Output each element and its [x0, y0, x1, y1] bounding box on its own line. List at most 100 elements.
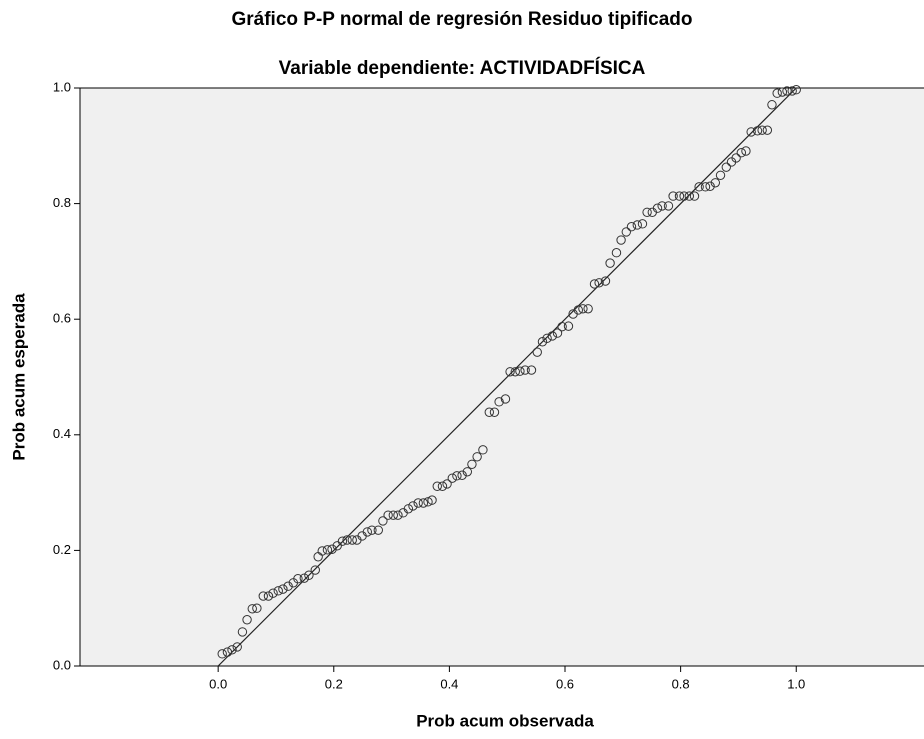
data-point — [242, 615, 252, 625]
data-point — [413, 498, 423, 508]
data-point — [772, 88, 782, 98]
data-point — [510, 367, 520, 377]
data-point — [505, 367, 515, 377]
data-point — [367, 525, 377, 535]
y-tick-label: 0.2 — [53, 542, 71, 557]
data-point — [227, 645, 237, 655]
data-point — [668, 191, 678, 201]
plot-area — [80, 88, 924, 666]
data-point — [427, 495, 437, 505]
data-point — [642, 207, 652, 217]
data-point — [694, 182, 704, 192]
data-point — [327, 544, 337, 554]
reference-line — [217, 87, 797, 667]
data-point — [616, 235, 626, 245]
y-tick-label: 0.4 — [53, 426, 71, 441]
data-point — [388, 510, 399, 520]
data-point — [547, 331, 557, 341]
data-point — [418, 498, 429, 508]
data-point — [787, 86, 797, 96]
data-point — [605, 258, 615, 268]
data-point — [484, 407, 494, 417]
x-tick-label: 0.0 — [209, 676, 227, 691]
data-point — [273, 586, 283, 596]
data-point — [679, 191, 689, 201]
data-point — [462, 467, 473, 477]
data-point — [705, 181, 715, 191]
data-point — [578, 304, 588, 314]
data-point — [532, 347, 542, 357]
data-point — [222, 647, 233, 657]
data-point — [621, 227, 631, 237]
data-point — [232, 642, 242, 652]
data-point — [247, 604, 257, 614]
data-point — [378, 516, 388, 526]
data-point — [563, 321, 574, 331]
data-point — [721, 162, 731, 172]
data-point — [583, 304, 593, 314]
data-point — [299, 573, 309, 583]
data-point — [432, 481, 442, 491]
data-point — [322, 545, 333, 555]
data-point — [310, 565, 320, 575]
data-point — [263, 591, 274, 601]
data-point — [594, 278, 604, 288]
data-point — [589, 279, 600, 289]
data-point — [437, 481, 448, 491]
data-point — [489, 407, 500, 417]
y-tick-label: 0.8 — [53, 195, 71, 210]
data-point — [757, 125, 767, 135]
data-point — [520, 365, 530, 375]
data-point — [237, 627, 248, 637]
data-point — [600, 276, 611, 286]
data-point — [373, 525, 383, 535]
data-point — [457, 470, 467, 480]
x-tick-label: 1.0 — [787, 676, 805, 691]
data-point — [767, 100, 777, 110]
data-point — [542, 333, 552, 343]
data-point — [557, 322, 567, 332]
data-point — [304, 570, 314, 580]
data-point — [423, 497, 433, 507]
data-point — [689, 191, 700, 201]
data-point — [573, 305, 584, 315]
x-axis-label: Prob acum observada — [416, 711, 594, 730]
data-point — [337, 536, 348, 546]
data-point — [731, 153, 741, 163]
y-tick-label: 0.6 — [53, 311, 71, 326]
data-point — [674, 191, 685, 201]
data-point — [268, 588, 278, 598]
data-point — [283, 581, 293, 591]
data-point — [332, 541, 342, 551]
data-point — [383, 510, 393, 520]
data-point — [317, 546, 327, 556]
data-point — [442, 479, 452, 489]
data-point — [552, 328, 563, 338]
data-point — [362, 527, 373, 537]
data-point — [252, 603, 262, 613]
y-axis-label: Prob acum esperada — [9, 293, 28, 461]
data-point — [746, 127, 756, 137]
data-point — [626, 222, 637, 232]
data-point — [632, 220, 642, 230]
data-point — [741, 146, 751, 156]
data-point — [515, 366, 525, 376]
data-point — [791, 85, 801, 95]
y-tick-label: 0.0 — [53, 657, 71, 672]
chart-title: Gráfico P-P normal de regresión Residuo … — [231, 9, 692, 30]
data-point — [452, 471, 462, 481]
x-tick-label: 0.4 — [440, 676, 458, 691]
x-tick-label: 0.6 — [556, 676, 574, 691]
data-point — [278, 584, 288, 594]
data-point — [652, 203, 663, 213]
data-point — [700, 182, 711, 192]
data-point — [752, 126, 763, 136]
data-point — [467, 459, 477, 469]
data-point — [611, 248, 622, 258]
data-point — [472, 452, 482, 462]
data-point — [500, 394, 511, 404]
data-point — [657, 201, 667, 211]
data-point — [777, 87, 788, 97]
